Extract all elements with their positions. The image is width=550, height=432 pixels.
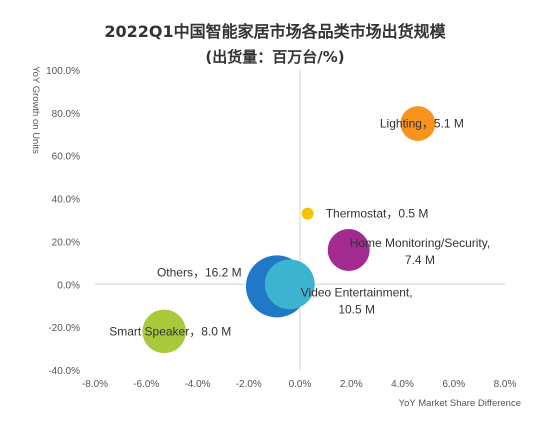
data-label: Thermostat，0.5 M: [326, 207, 429, 221]
bubble: [264, 259, 315, 310]
data-label: Smart Speaker，8.0 M: [109, 324, 231, 338]
data-label: Others，16.2 M: [157, 265, 242, 279]
x-tick-label: 8.0%: [494, 379, 517, 390]
x-tick-label: -8.0%: [82, 379, 108, 390]
chart-title: 2022Q1中国智能家居市场各品类市场出货规模: [104, 22, 446, 41]
x-tick-label: -2.0%: [236, 379, 262, 390]
y-tick-label: 20.0%: [52, 237, 80, 248]
chart-subtitle: (出货量：百万台/%): [205, 48, 345, 66]
y-tick-label: -20.0%: [48, 323, 80, 334]
data-label: 10.5 M: [338, 302, 375, 316]
x-tick-label: 0.0%: [289, 379, 312, 390]
y-axis-label: YoY Growth on Units: [30, 66, 41, 154]
x-tick-label: 2.0%: [340, 379, 363, 390]
bubble: [301, 207, 314, 220]
data-label: Home Monitoring/Security,: [350, 236, 491, 250]
data-label: 7.4 M: [405, 253, 435, 267]
bubble: [142, 309, 186, 354]
y-tick-label: 60.0%: [52, 152, 80, 163]
x-tick-label: 6.0%: [442, 379, 465, 390]
y-tick-label: 80.0%: [52, 109, 80, 120]
x-tick-label: -4.0%: [184, 379, 210, 390]
data-label: Lighting，5.1 M: [380, 117, 464, 131]
bubble: [327, 229, 370, 271]
x-tick-label: -6.0%: [133, 379, 159, 390]
y-tick-label: 100.0%: [46, 66, 80, 77]
data-label: Video Entertainment,: [301, 285, 413, 299]
x-tick-label: 4.0%: [391, 379, 414, 390]
y-tick-label: 0.0%: [57, 280, 80, 291]
y-tick-label: -40.0%: [48, 366, 80, 377]
y-tick-label: 40.0%: [52, 195, 80, 206]
bubble: [400, 106, 436, 141]
x-axis-label: YoY Market Share Difference: [399, 398, 521, 409]
